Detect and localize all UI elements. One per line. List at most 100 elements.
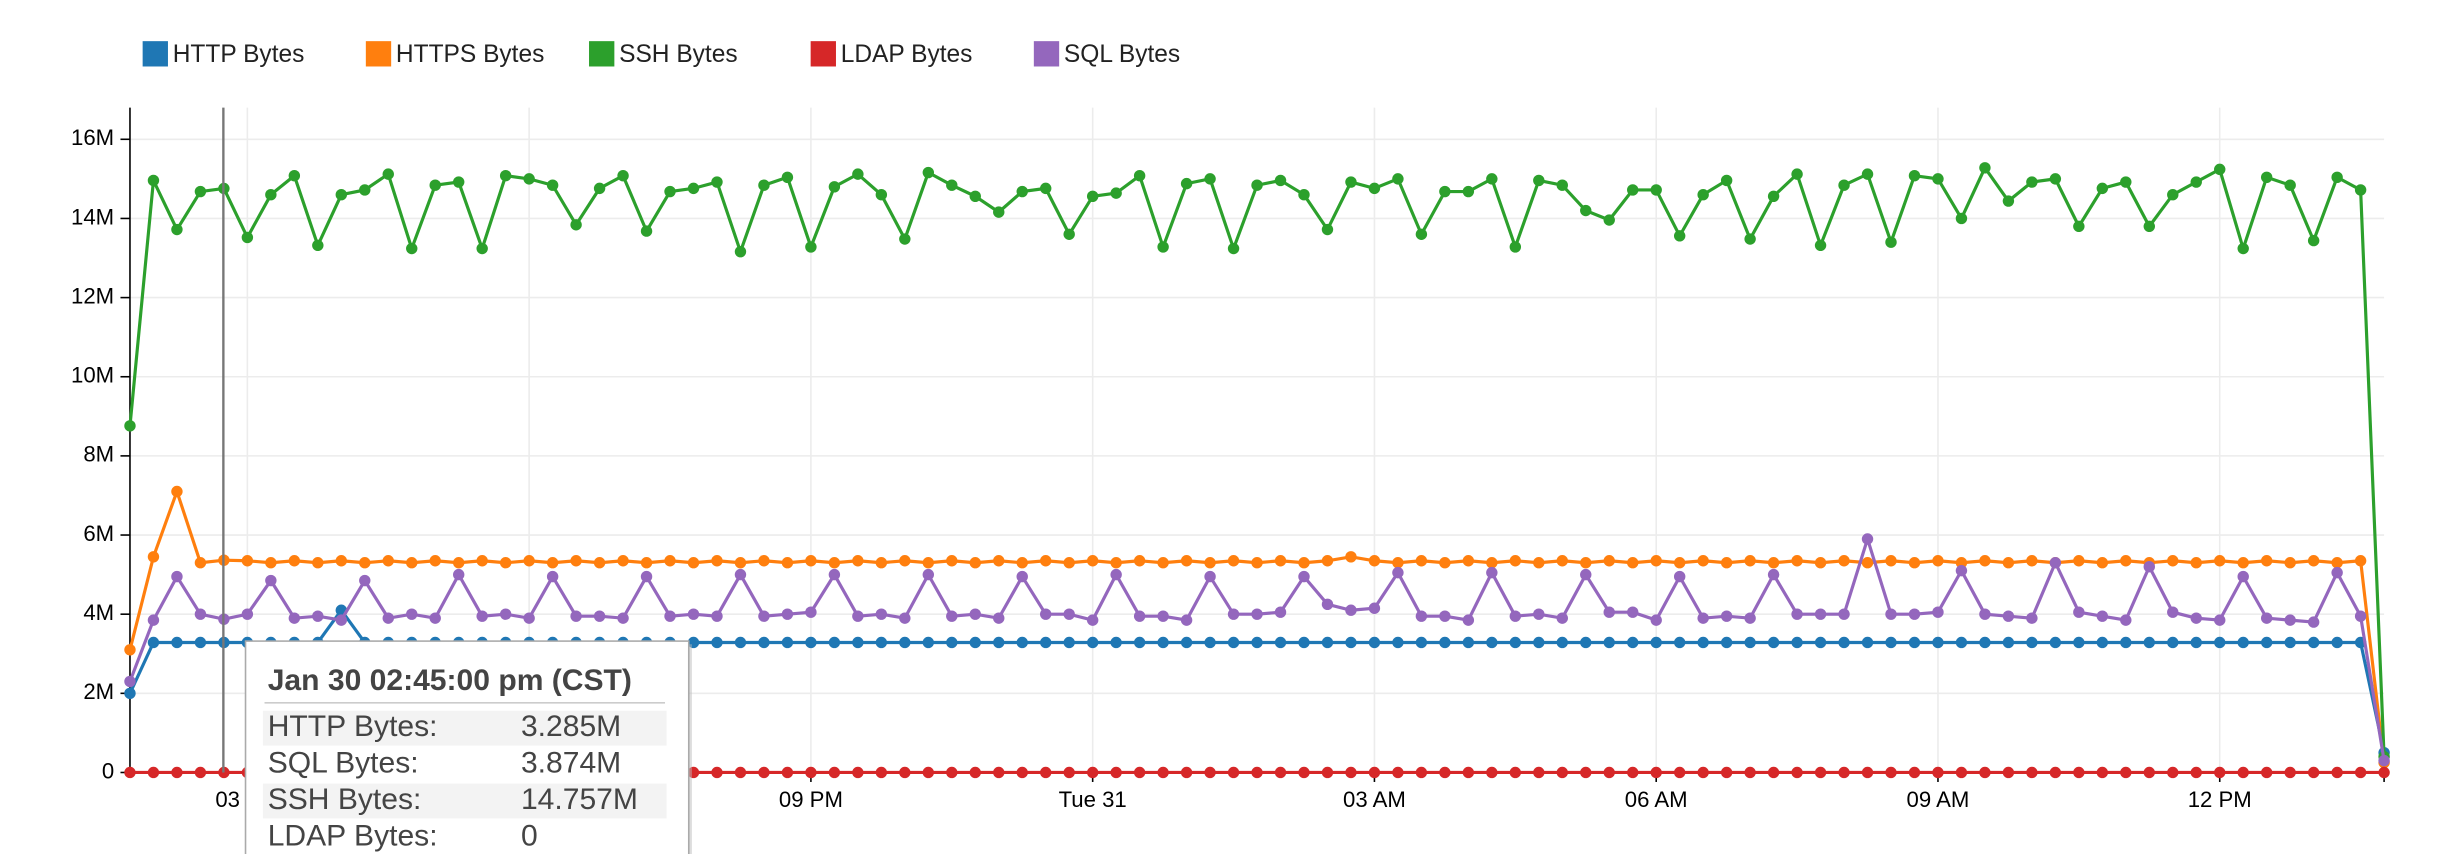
data-point [1251,179,1263,191]
data-point [852,766,864,779]
data-point [1227,766,1240,779]
tooltip-row-value: 3.874M [521,747,621,780]
data-point [805,636,817,649]
data-point [1908,170,1921,182]
data-point [2190,636,2202,649]
data-point [2378,766,2390,779]
data-point [758,766,770,779]
data-point [2190,176,2202,188]
data-point [1791,766,1803,779]
legend-swatch [589,41,615,67]
data-point [1979,608,1991,620]
data-point [2073,766,2085,779]
data-point [1227,636,1240,649]
data-point [570,610,582,622]
data-point [1392,566,1404,579]
data-point [2096,636,2109,649]
data-point [382,555,394,567]
data-point [1744,555,1756,567]
data-point [593,182,606,195]
data-point [2002,766,2015,779]
data-point [1861,533,1874,545]
data-point [194,557,207,569]
data-point [1345,604,1357,616]
data-point [2096,182,2109,195]
legend-swatch [810,41,836,67]
data-point [1462,766,1475,779]
data-point [429,555,441,567]
data-point [2026,176,2038,188]
data-point [1932,606,1944,618]
data-point [265,574,277,587]
legend-swatch [365,41,392,67]
tooltip-title: Jan 30 02:45:00 pm (CST) [268,664,632,697]
data-point [1744,766,1756,779]
data-point [1392,766,1404,779]
legend-label: SSH Bytes [619,41,738,68]
tooltip-row-label: LDAP Bytes: [268,819,438,852]
data-point [1274,636,1287,649]
data-point [2190,612,2202,624]
data-point [593,557,606,569]
data-point [2026,612,2038,624]
tooltip-row-bg [262,783,667,819]
data-point [1908,608,1921,620]
y-tick-label: 0 [102,758,114,783]
data-point [875,189,888,201]
tooltip-row-value: 3.285M [521,710,621,743]
data-point [241,608,254,620]
data-point [453,176,465,188]
data-point [2378,754,2390,767]
data-point [171,636,183,649]
data-point [476,610,488,622]
data-point [946,766,958,779]
data-point [1321,555,1334,567]
data-point [617,555,629,567]
data-point [1180,766,1193,779]
data-point [2167,766,2179,779]
data-point [1697,555,1709,567]
data-point [312,239,324,252]
data-point [1180,555,1193,567]
data-point [2354,555,2367,567]
data-point [1227,555,1240,567]
data-point [2049,766,2062,779]
data-point [406,608,418,620]
data-point [993,555,1005,567]
data-point [1885,766,1897,779]
data-point [805,555,817,567]
data-point [2237,570,2249,583]
data-point [499,557,512,569]
data-point [1368,602,1381,614]
data-point [1767,557,1780,569]
y-tick-label: 14M [71,204,114,229]
data-point [899,612,911,624]
data-point [758,610,770,622]
data-point [2049,557,2062,569]
data-point [1697,612,1709,624]
data-point [288,612,301,624]
data-point [1157,636,1169,649]
data-point [2190,557,2202,569]
tooltip-box [244,640,690,854]
data-point [1040,636,1052,649]
data-point [1955,212,1968,225]
data-point [1697,636,1709,649]
data-point [1838,608,1850,620]
data-point [1321,766,1334,779]
data-point [1204,766,1216,779]
data-point [2049,173,2062,185]
tooltip: Jan 30 02:45:00 pm (CST) HTTP Bytes: 3.28… [244,640,692,854]
data-point [1016,570,1028,583]
data-point [2354,610,2367,622]
data-point [2284,614,2296,626]
data-point [1979,162,1991,174]
data-point [570,555,582,567]
data-point [1861,168,1874,180]
data-point [2354,184,2367,196]
data-point [1040,608,1052,620]
data-point [194,185,207,198]
data-point [124,687,136,700]
data-point [781,171,794,183]
data-point [1650,766,1662,779]
